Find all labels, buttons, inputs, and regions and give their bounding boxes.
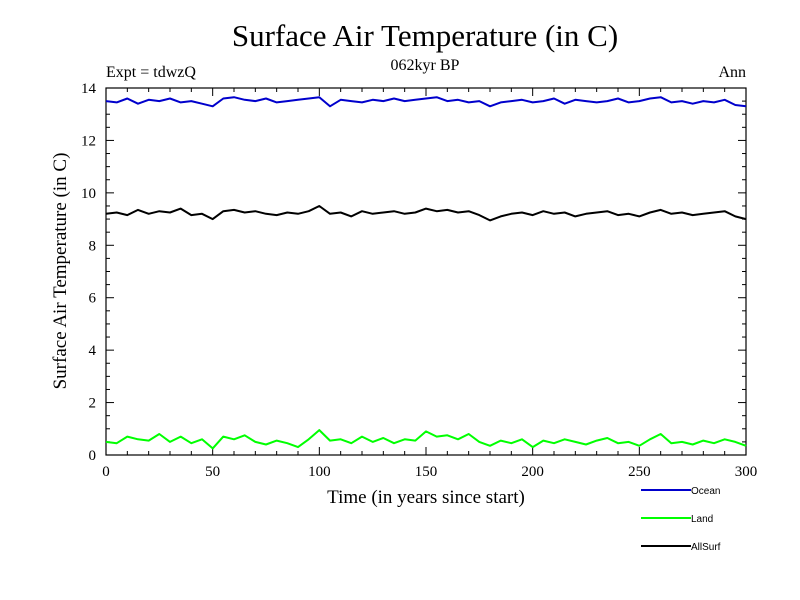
chart-title: Surface Air Temperature (in C) (232, 18, 618, 53)
y-tick-label: 6 (89, 291, 97, 307)
y-tick-label: 14 (81, 81, 97, 97)
y-axis-label: Surface Air Temperature (in C) (50, 153, 71, 390)
x-tick-label: 300 (735, 464, 758, 480)
x-tick-label: 100 (308, 464, 331, 480)
legend-label-ocean: Ocean (691, 486, 720, 497)
x-tick-labels: 0 50 100 150 200 250 300 (102, 464, 757, 480)
x-tick-label: 0 (102, 464, 110, 480)
series-lines (105, 96, 747, 450)
y-tick-label: 12 (81, 133, 96, 149)
x-tick-label: 50 (205, 464, 220, 480)
y-tick-labels: 0 2 4 6 8 10 12 14 (81, 81, 97, 464)
series-line-land (105, 429, 747, 450)
season-label: Ann (718, 64, 746, 81)
legend-label-land: Land (691, 514, 713, 525)
y-tick-label: 0 (89, 448, 97, 464)
y-tick-label: 4 (89, 343, 97, 359)
experiment-label: Expt = tdwzQ (106, 64, 196, 81)
plot-frame (105, 87, 747, 456)
chart-subtitle: 062kyr BP (391, 57, 460, 74)
series-line-allsurf (105, 205, 747, 222)
x-tick-label: 250 (628, 464, 651, 480)
y-tick-label: 8 (89, 238, 97, 254)
y-tick-label: 2 (89, 396, 97, 412)
axis-ticks (105, 87, 747, 456)
x-tick-label: 200 (521, 464, 544, 480)
y-tick-label: 10 (81, 186, 96, 202)
x-axis-label: Time (in years since start) (327, 487, 525, 508)
legend: Ocean Land AllSurf (641, 486, 721, 553)
series-line-ocean (105, 96, 747, 108)
x-tick-label: 150 (415, 464, 438, 480)
legend-label-allsurf: AllSurf (691, 542, 721, 553)
